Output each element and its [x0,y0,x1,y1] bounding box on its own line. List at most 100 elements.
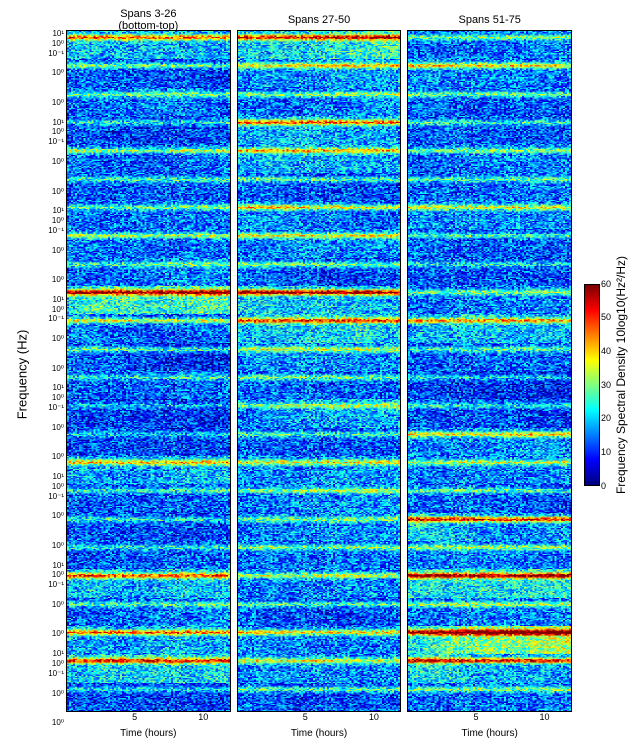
spectrogram-row [238,683,401,711]
spectrogram-figure: Frequency (Hz) 10¹10⁰10⁻¹10⁰10⁰10¹10⁰10⁻… [10,10,630,739]
y-tick-label: 10⁰ [34,247,64,256]
x-tick-label: 5 [132,712,137,722]
spectrogram-canvas [67,286,230,314]
y-tick-label [34,89,64,98]
spectrogram-canvas [67,626,230,654]
spectrogram-canvas [67,399,230,427]
y-tick-label: 10¹ [34,207,64,216]
spectrogram-canvas [67,371,230,399]
y-tick-label [34,79,64,88]
spectrogram-row [67,598,230,626]
spectrogram-canvas [67,258,230,286]
spectrogram-canvas [408,371,571,399]
x-axis-label: Time (hours) [66,728,231,739]
y-tick-label: 10¹ [34,119,64,128]
spectrogram-row [238,626,401,654]
spectrogram-row [238,428,401,456]
spectrogram-canvas [238,399,401,427]
panel-title-line1: Spans 3-26 [120,8,176,20]
spectrogram-row [238,116,401,144]
spectrogram-row [67,428,230,456]
x-axis-label: Time (hours) [407,728,572,739]
spectrogram-canvas [67,513,230,541]
spectrogram-row [238,456,401,484]
spectrogram-canvas [238,456,401,484]
y-tick-label [34,729,64,738]
spectrogram-row [238,314,401,342]
y-tick-label: 10¹ [34,650,64,659]
spectrogram-row [67,626,230,654]
y-tick-label [34,168,64,177]
y-tick-label [34,699,64,708]
spectrogram-canvas [408,569,571,597]
spectrogram-stack [407,30,572,712]
y-tick-label: 10⁻¹ [34,493,64,502]
y-tick-label: 10⁰ [34,335,64,344]
spectrogram-row [67,484,230,512]
spectrogram-canvas [408,116,571,144]
spectrogram-row [408,286,571,314]
y-tick-label [34,552,64,561]
y-tick-label: 10⁻¹ [34,581,64,590]
y-tick-label: 10⁰ [34,394,64,403]
spectrogram-row [67,116,230,144]
y-tick-column: 10¹10⁰10⁻¹10⁰10⁰10¹10⁰10⁻¹10⁰10⁰10¹10⁰10… [34,10,66,739]
spectrogram-panel: Spans 51-75510Time (hours) [407,10,572,739]
spectrogram-canvas [408,683,571,711]
y-tick-label: 10⁰ [34,660,64,669]
spectrogram-canvas [67,654,230,682]
y-tick-label: 10⁻¹ [34,670,64,679]
y-tick-label: 10⁰ [34,571,64,580]
spectrogram-row [238,31,401,59]
spectrogram-canvas [408,654,571,682]
y-tick-label: 10⁰ [34,453,64,462]
spectrogram-canvas [238,116,401,144]
spectrogram-canvas [238,31,401,59]
y-tick-label: 10⁰ [34,512,64,521]
spectrogram-row [408,31,571,59]
y-tick-label [34,286,64,295]
spectrogram-row [408,229,571,257]
spectrogram-row [408,626,571,654]
spectrogram-row [408,173,571,201]
y-tick-label [34,503,64,512]
colorbar-tick: 20 [601,413,611,423]
x-tick-label: 5 [473,712,478,722]
spectrogram-row [408,314,571,342]
spectrogram-row [67,286,230,314]
spectrogram-canvas [238,229,401,257]
y-tick-label: 10⁰ [34,188,64,197]
y-tick-label: 10⁰ [34,40,64,49]
y-tick-label: 10⁻¹ [34,50,64,59]
spectrogram-row [408,59,571,87]
spectrogram-row [408,598,571,626]
spectrogram-canvas [408,88,571,116]
spectrogram-canvas [238,654,401,682]
x-axis-ticks: 510 [66,712,231,726]
spectrogram-canvas [67,229,230,257]
x-tick-label: 10 [369,712,379,722]
spectrogram-canvas [408,229,571,257]
spectrogram-row [238,399,401,427]
y-tick-label [34,148,64,157]
spectrogram-canvas [238,59,401,87]
spectrogram-row [408,258,571,286]
y-tick-label [34,532,64,541]
spectrogram-canvas [67,343,230,371]
y-tick-label [34,434,64,443]
spectrogram-row [238,343,401,371]
spectrogram-canvas [238,598,401,626]
spectrogram-row [67,541,230,569]
spectrogram-row [67,201,230,229]
y-tick-label [34,109,64,118]
spectrogram-canvas [408,598,571,626]
spectrogram-row [67,314,230,342]
spectrogram-row [408,456,571,484]
spectrogram-canvas [408,258,571,286]
spectrogram-row [238,513,401,541]
spectrogram-canvas [238,541,401,569]
spectrogram-row [408,654,571,682]
y-tick-label: 10¹ [34,473,64,482]
panel-grid: Spans 3-26(bottom-top)510Time (hours)Spa… [66,10,572,739]
y-tick-label: 10⁰ [34,424,64,433]
